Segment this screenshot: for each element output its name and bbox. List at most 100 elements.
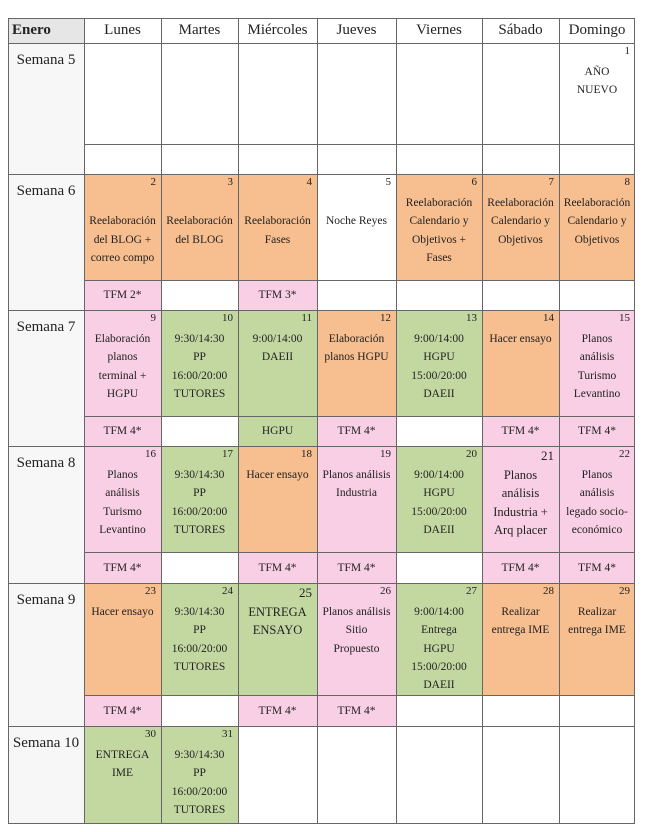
day-event: Reelaboración Calendario y Objetivos + Fase… xyxy=(398,194,480,267)
day-cell xyxy=(317,726,396,824)
event-line: DAEII xyxy=(423,387,455,400)
event-line: Hacer ensayo xyxy=(91,606,154,618)
tfm-cell xyxy=(161,144,238,174)
week-label-cell: Semana 9 xyxy=(8,583,84,726)
header-label: Lunes xyxy=(104,22,141,38)
grid-line xyxy=(8,174,635,175)
event-line: análisis xyxy=(579,351,615,364)
day-cell: 10 9:30/14:30 PP 16:00/20:00 TUTORES xyxy=(161,310,238,416)
tfm-cell xyxy=(84,144,161,174)
day-event: Hacer ensayo xyxy=(484,330,557,348)
day-cell: 1 AÑO NUEVO xyxy=(559,43,635,144)
event-line: DAEII xyxy=(423,679,455,692)
event-line: Elaboración xyxy=(328,333,385,345)
day-event: Reelaboración del BLOG xyxy=(163,194,236,249)
event-line: análisis xyxy=(579,487,615,500)
day-event: Reelaboración del BLOG + correo compo xyxy=(86,194,159,267)
event-line: ENSAYO xyxy=(252,623,303,638)
event-line: 9:00/14:00 xyxy=(252,333,303,345)
tfm-label: HGPU xyxy=(261,425,294,437)
grid-line xyxy=(8,18,635,19)
day-cell: 20 9:00/14:00 HGPU 15:00/20:00 DAEII xyxy=(396,446,482,552)
event-line: planos HGPU xyxy=(324,351,389,364)
tfm-label: TFM 4* xyxy=(501,425,540,437)
event-line: DAEII xyxy=(261,351,294,364)
day-cell: 9 Elaboración planos terminal + HGPU xyxy=(84,310,161,416)
day-cell: 8 Reelaboración Calendario y Objetivos xyxy=(559,174,635,280)
day-cell: 6 Reelaboración Calendario y Objetivos + Fas… xyxy=(396,174,482,280)
day-cell xyxy=(84,43,161,144)
event-line: Industria + xyxy=(493,504,548,519)
event-line: Objetivos + xyxy=(411,233,467,246)
event-line xyxy=(240,194,315,212)
tfm-label: TFM 4* xyxy=(103,704,142,717)
week-label-cell: Semana 7 xyxy=(8,310,84,446)
day-cell: 21 Planos análisis Industria + Arq placer xyxy=(482,446,559,552)
day-event: Planos análisis Industria + Arq placer xyxy=(484,466,557,539)
event-line: 9:30/14:30 xyxy=(174,606,225,618)
day-cell xyxy=(161,43,238,144)
tfm-cell xyxy=(559,144,635,174)
tfm-cell: TFM 4* xyxy=(317,695,396,726)
header-label: Viernes xyxy=(416,22,462,38)
event-line: 9:30/14:30 xyxy=(174,749,225,761)
day-number: 4 xyxy=(306,176,313,188)
header-label: Martes xyxy=(178,22,221,38)
event-line: Planos análisis xyxy=(322,606,391,618)
day-number: 2 xyxy=(150,176,157,188)
event-line: Reelaboración xyxy=(563,197,631,209)
event-line: del BLOG xyxy=(175,233,224,246)
day-number: 19 xyxy=(380,448,391,460)
event-line: terminal + xyxy=(98,369,147,382)
day-cell: 11 9:00/14:00 DAEII xyxy=(238,310,317,416)
day-cell: 13 9:00/14:00 HGPU 15:00/20:00 DAEII xyxy=(396,310,482,416)
event-line: Calendario y xyxy=(567,215,627,228)
event-line: entrega IME xyxy=(491,624,550,637)
day-number: 9 xyxy=(150,312,157,324)
tfm-cell xyxy=(396,280,482,310)
event-line: 16:00/20:00 xyxy=(171,642,228,655)
day-event: 9:00/14:00 Entrega HGPU 15:00/20:00 DAEII xyxy=(398,603,480,694)
event-line: Reelaboración xyxy=(244,215,311,228)
tfm-cell xyxy=(317,280,396,310)
day-cell: 5 Noche Reyes xyxy=(317,174,396,280)
event-line: PP xyxy=(193,487,206,500)
week-label: Semana 5 xyxy=(16,52,76,68)
grid-line xyxy=(84,695,635,696)
day-number: 27 xyxy=(466,585,477,597)
day-cell: 15 Planos análisis Turismo Levantino xyxy=(559,310,635,416)
weekday-header-2: Martes xyxy=(161,18,238,43)
grid-line xyxy=(634,18,635,824)
event-line xyxy=(86,194,159,212)
tfm-label: TFM 4* xyxy=(103,425,142,437)
event-line: Fases xyxy=(264,233,291,246)
day-cell: 19 Planos análisis Industria xyxy=(317,446,396,552)
day-number: 22 xyxy=(619,448,630,460)
event-line: Fases xyxy=(426,251,452,264)
day-event: 9:00/14:00 DAEII xyxy=(240,330,315,367)
week-label: Semana 7 xyxy=(16,319,76,335)
event-line: Hacer ensayo xyxy=(246,469,309,481)
day-number: 16 xyxy=(145,448,156,460)
day-cell: 23 Hacer ensayo xyxy=(84,583,161,695)
event-line: Entrega xyxy=(421,624,457,637)
grid-line xyxy=(238,18,239,824)
event-line: Objetivos xyxy=(498,233,543,246)
day-number: 29 xyxy=(619,585,630,597)
day-event: Elaboración planos terminal + HGPU xyxy=(86,330,159,403)
tfm-cell: TFM 4* xyxy=(84,695,161,726)
day-number: 30 xyxy=(145,728,156,740)
day-event: Reelaboración Calendario y Objetivos xyxy=(484,194,557,249)
day-cell: 28 Realizar entrega IME xyxy=(482,583,559,695)
day-number: 20 xyxy=(466,448,477,460)
week-label-cell: Semana 8 xyxy=(8,446,84,583)
day-cell: 18 Hacer ensayo xyxy=(238,446,317,552)
tfm-cell xyxy=(396,695,482,726)
tfm-cell: HGPU xyxy=(238,416,317,446)
grid-line xyxy=(8,43,635,44)
day-cell: 7 Reelaboración Calendario y Objetivos xyxy=(482,174,559,280)
event-line: ENTREGA xyxy=(248,605,307,619)
tfm-label: TFM 4* xyxy=(577,561,617,574)
event-line: Noche Reyes xyxy=(326,215,387,228)
day-cell: 31 9:30/14:30 PP 16:00/20:00 TUTORES xyxy=(161,726,238,824)
